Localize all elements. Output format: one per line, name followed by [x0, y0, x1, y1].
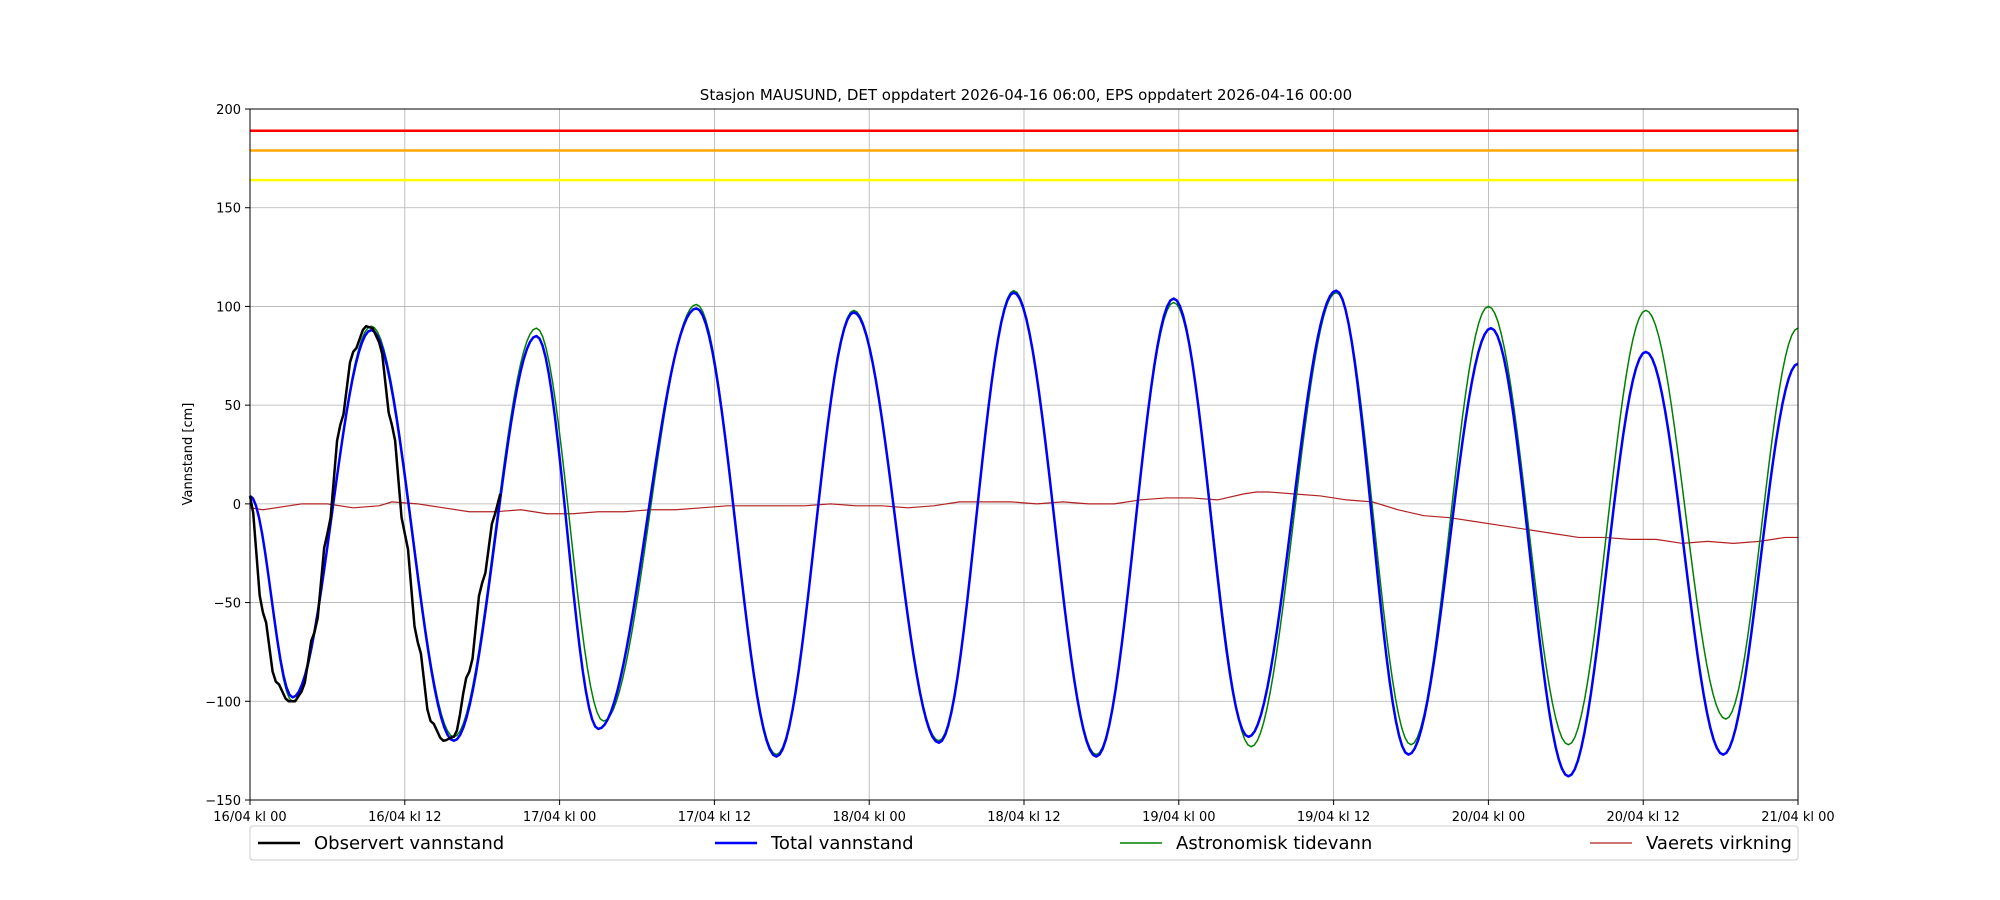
y-tick-label: −50 [214, 597, 241, 612]
y-tick-label: −100 [205, 695, 241, 710]
x-tick-label: 18/04 kl 12 [987, 810, 1060, 825]
x-tick-label: 20/04 kl 12 [1606, 810, 1679, 825]
y-axis-label: Vannstand [cm] [181, 403, 196, 506]
x-tick-label: 17/04 kl 12 [678, 810, 751, 825]
legend-label: Total vannstand [770, 833, 914, 854]
legend-frame [249, 825, 1799, 861]
x-tick-label: 18/04 kl 00 [832, 810, 905, 825]
series-line-1 [249, 289, 1799, 778]
x-tick-label: 20/04 kl 00 [1452, 810, 1525, 825]
x-tick-label: 17/04 kl 00 [523, 810, 596, 825]
series-line-0 [248, 324, 502, 743]
threshold-lines [250, 129, 1798, 182]
series-lines [248, 289, 1799, 778]
legend: Observert vannstand Total vannstand Astron… [249, 825, 1799, 861]
x-tick-label: 16/04 kl 12 [368, 810, 441, 825]
grid [249, 108, 1799, 801]
legend-label: Observert vannstand [314, 833, 504, 854]
x-tick-label: 19/04 kl 12 [1297, 810, 1370, 825]
y-tick-label: −150 [205, 794, 241, 809]
y-axis: −150 −100 −50 0 50 100 150 200 [205, 103, 250, 809]
y-tick-label: 50 [224, 399, 241, 414]
y-tick-label: 200 [216, 103, 241, 118]
y-tick-label: 0 [233, 498, 241, 513]
chart-title: Stasjon MAUSUND, DET oppdatert 2026-04-1… [700, 86, 1352, 104]
legend-label: Astronomisk tidevann [1176, 833, 1372, 854]
x-tick-label: 19/04 kl 00 [1142, 810, 1215, 825]
legend-label: Vaerets virkning [1646, 833, 1792, 854]
y-tick-label: 100 [216, 300, 241, 315]
x-tick-label: 21/04 kl 00 [1761, 810, 1834, 825]
y-tick-label: 150 [216, 202, 241, 217]
x-axis: 16/04 kl 00 16/04 kl 12 17/04 kl 00 17/04 k… [213, 800, 1835, 825]
series-line-3 [249, 491, 1798, 544]
x-tick-label: 16/04 kl 00 [213, 810, 286, 825]
